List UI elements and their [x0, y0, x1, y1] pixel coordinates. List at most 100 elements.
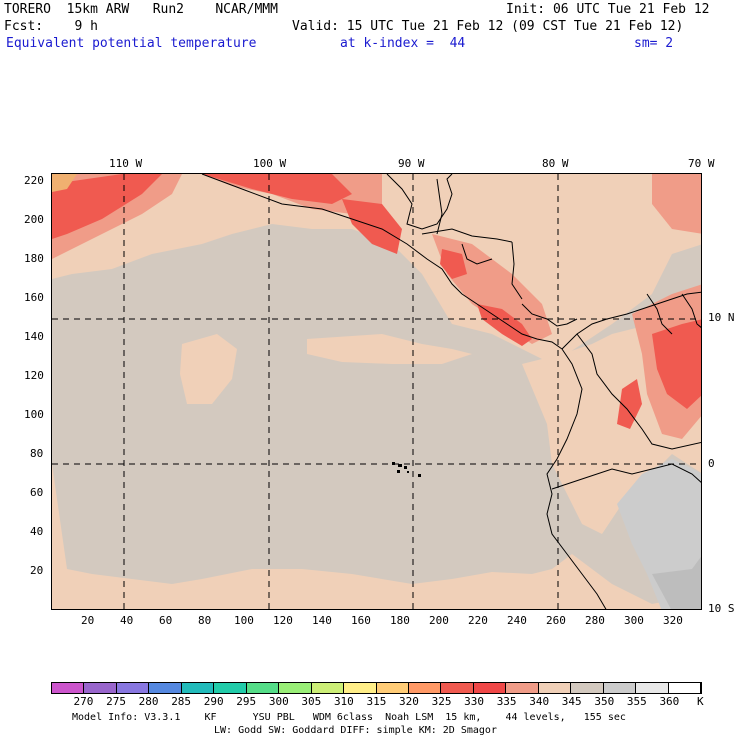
colorbar-label: 325: [431, 695, 452, 708]
colorbar-segment: [506, 683, 539, 693]
colorbar-label: 280: [138, 695, 159, 708]
colorbar-label: 310: [333, 695, 354, 708]
island: [398, 464, 402, 467]
colorbar-label: 355: [626, 695, 647, 708]
colorbar-label: 350: [594, 695, 615, 708]
x-tick: 160: [351, 614, 371, 627]
colorbar-label: 300: [268, 695, 289, 708]
colorbar-segment: [441, 683, 474, 693]
lat-label-10n: 10 N: [708, 311, 735, 324]
y-tick: 200: [24, 213, 44, 226]
island: [407, 471, 409, 473]
colorbar-segment: [246, 683, 280, 693]
colorbar-segment: [279, 683, 312, 693]
x-tick: 240: [507, 614, 527, 627]
red-guatemala: [342, 199, 402, 254]
colorbar-label: 270: [73, 695, 94, 708]
x-tick: 60: [159, 614, 173, 627]
pacific-coastline: [201, 174, 563, 350]
colorbar-segment: [181, 683, 215, 693]
x-tick: 220: [468, 614, 488, 627]
red-northwest: [52, 174, 162, 239]
colorbar-label: 315: [366, 695, 387, 708]
border-belize: [436, 178, 443, 235]
colorbar-segment: [311, 683, 345, 693]
colorbar-label: 345: [561, 695, 582, 708]
lon-label-110w: 110 W: [109, 157, 143, 170]
smoothing-info: sm= 2: [634, 36, 674, 51]
valid-time: Valid: 15 UTC Tue 21 Feb 12 (09 CST Tue …: [292, 19, 684, 34]
colorbar-segment: [603, 683, 637, 693]
nicaragua-coast: [511, 241, 523, 300]
lon-label-90w: 90 W: [398, 157, 425, 170]
colorbar-label: 295: [236, 695, 257, 708]
galapagos-islands: [392, 462, 421, 477]
lat-label-0: 0: [708, 457, 715, 470]
colorbar-label: 290: [203, 695, 224, 708]
level-info: at k-index = 44: [340, 36, 466, 51]
init-time: Init: 06 UTC Tue 21 Feb 12: [506, 2, 710, 17]
theta-e-map: [51, 173, 702, 610]
red-honduras: [440, 249, 467, 279]
x-tick: 20: [81, 614, 95, 627]
y-tick: 160: [24, 291, 44, 304]
model-title: TORERO 15km ARW Run2 NCAR/MMM: [4, 2, 278, 17]
colorbar-label: 360: [659, 695, 680, 708]
colorbar: [51, 682, 702, 694]
y-tick: 80: [30, 447, 44, 460]
y-tick: 60: [30, 486, 44, 499]
x-tick: 200: [429, 614, 449, 627]
colorbar-segment: [376, 683, 409, 693]
y-tick: 220: [24, 174, 44, 187]
y-tick: 180: [24, 252, 44, 265]
y-tick: 100: [24, 408, 44, 421]
honduras-coast: [421, 228, 513, 243]
red-costa-rica: [477, 304, 532, 346]
x-tick: 100: [234, 614, 254, 627]
x-tick: 280: [585, 614, 605, 627]
forecast-hour: Fcst: 9 h: [4, 19, 98, 34]
colorbar-segment: [84, 683, 117, 693]
border-venezuela: [646, 293, 673, 335]
peach-patch-west: [180, 334, 237, 404]
panama-coast: [521, 303, 578, 327]
gray-dark-andes: [652, 556, 701, 609]
lon-label-80w: 80 W: [542, 157, 569, 170]
caribbean-coast: [561, 291, 701, 350]
x-tick: 120: [273, 614, 293, 627]
orange-corner: [52, 174, 77, 192]
lon-label-70w: 70 W: [688, 157, 715, 170]
lake-maracaibo: [681, 293, 701, 328]
colorbar-segment: [344, 683, 377, 693]
colorbar-segment: [214, 683, 247, 693]
colorbar-segment: [116, 683, 150, 693]
lat-label-10s: 10 S: [708, 602, 735, 615]
field-name: Equivalent potential temperature: [6, 36, 257, 51]
colorbar-segment: [538, 683, 572, 693]
colorbar-label: 335: [496, 695, 517, 708]
island: [397, 470, 400, 473]
island: [404, 466, 407, 469]
colorbar-label: 305: [301, 695, 322, 708]
south-america-west-coast: [546, 348, 607, 609]
coastlines: [201, 174, 701, 609]
red-andes-spot: [617, 379, 642, 429]
colorbar-segment: [668, 683, 702, 693]
y-tick: 140: [24, 330, 44, 343]
salmon-caribbean: [652, 174, 701, 234]
colorbar-segment: [571, 683, 604, 693]
yucatan-coast: [386, 174, 453, 230]
colorbar-label: 275: [106, 695, 126, 708]
x-tick: 260: [546, 614, 566, 627]
peach-south-band: [52, 464, 701, 609]
peach-patch-center: [307, 334, 472, 364]
red-colombia: [652, 319, 701, 409]
colorbar-label: 320: [399, 695, 419, 708]
y-tick: 20: [30, 564, 44, 577]
border-colombia-ecuador: [576, 333, 701, 450]
graticule: [52, 174, 701, 609]
colorbar-label: 340: [529, 695, 550, 708]
colorbar-segment: [408, 683, 442, 693]
island: [418, 474, 421, 477]
x-tick: 140: [312, 614, 332, 627]
